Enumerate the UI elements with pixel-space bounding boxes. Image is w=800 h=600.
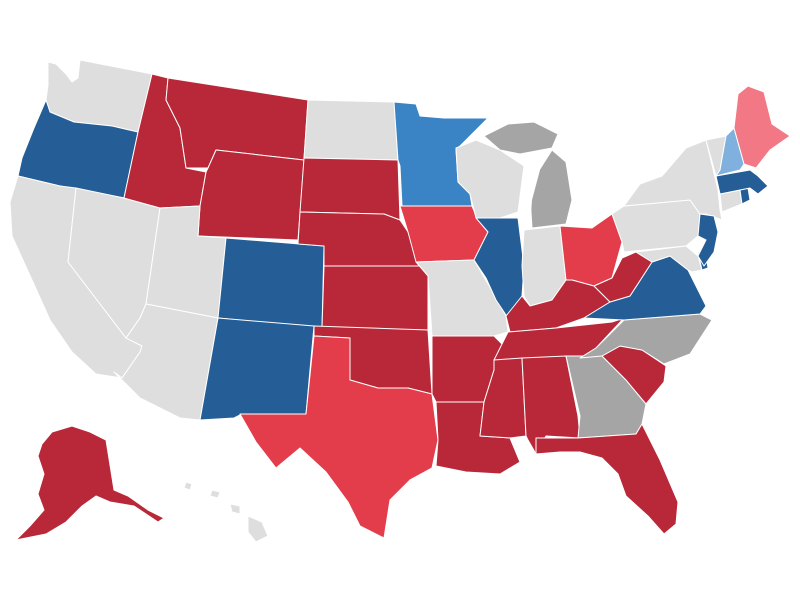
state-oh[interactable] [559, 213, 623, 287]
state-nm[interactable] [199, 317, 315, 421]
state-nd[interactable] [303, 99, 399, 161]
state-fl[interactable] [535, 423, 679, 535]
state-ny[interactable] [623, 139, 723, 221]
state-mi-upper[interactable] [483, 121, 559, 155]
state-co[interactable] [217, 237, 325, 329]
state-nj[interactable] [697, 213, 719, 267]
state-ks[interactable] [321, 265, 429, 331]
state-ri[interactable] [739, 187, 751, 205]
lake-michigan [518, 156, 540, 228]
state-pa[interactable] [611, 199, 701, 253]
state-il[interactable] [473, 217, 525, 319]
state-wi[interactable] [455, 139, 525, 221]
state-ak[interactable] [15, 425, 165, 541]
state-hi[interactable] [247, 515, 269, 543]
state-md[interactable] [635, 245, 703, 273]
state-hi-oahu[interactable] [209, 489, 221, 499]
state-hi-kauai[interactable] [183, 481, 193, 491]
state-wy[interactable] [197, 149, 305, 241]
state-nc[interactable] [579, 313, 713, 365]
state-ma[interactable] [715, 169, 769, 195]
state-hi-maui[interactable] [229, 503, 241, 515]
state-sd[interactable] [299, 157, 401, 221]
state-al[interactable] [521, 355, 581, 455]
state-tx[interactable] [239, 335, 439, 539]
state-me[interactable] [733, 85, 791, 169]
